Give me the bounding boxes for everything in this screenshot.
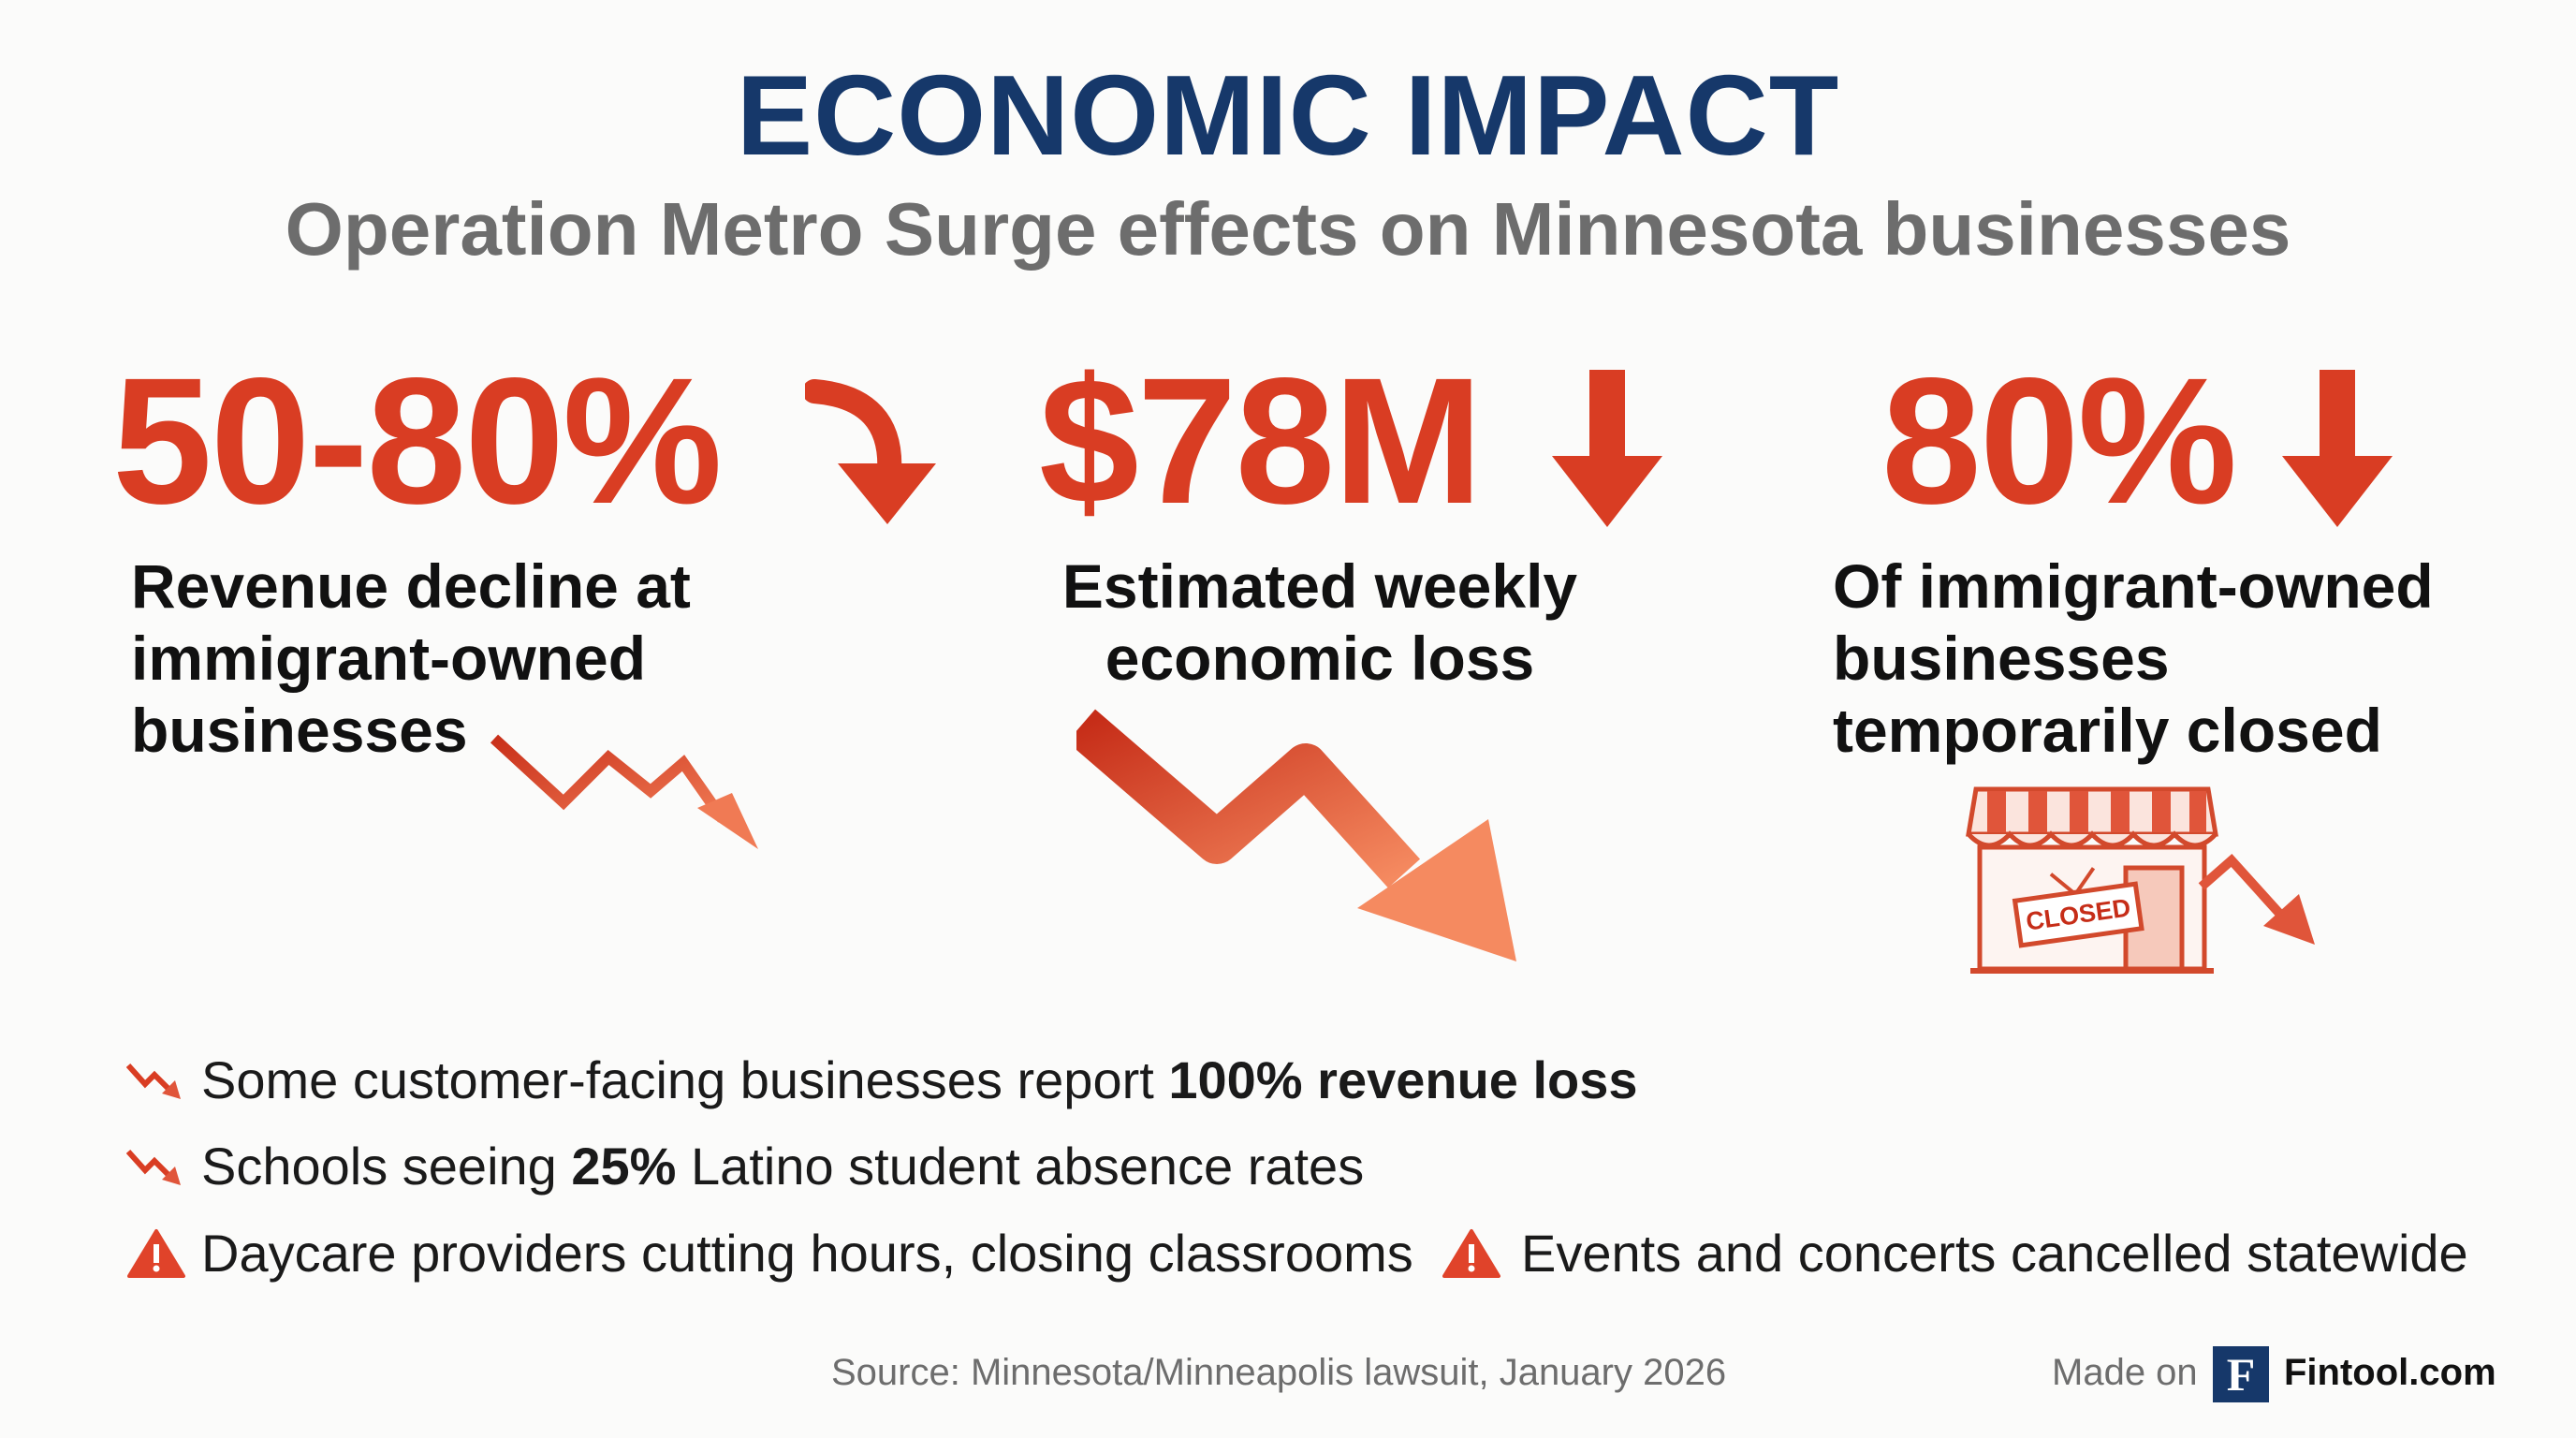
curved-down-arrow-icon [805,379,936,524]
fintool-logo-icon: F [2213,1346,2269,1402]
down-arrow-icon [1552,370,1662,527]
down-arrow-icon [2282,370,2393,527]
stat-value-closed-businesses: 80% [1881,340,2237,541]
stat-label-closed-businesses: Of immigrant-owned businesses temporaril… [1833,550,2507,767]
brand-name: Fintool.com [2284,1352,2496,1393]
page-title: ECONOMIC IMPACT [736,51,1840,179]
bullet-text: Events and concerts cancelled statewide [1521,1224,2468,1283]
bullet-text: Schools seeing 25% Latino student absenc… [201,1137,1365,1196]
label-line: temporarily closed [1833,696,2382,765]
stat-label-weekly-loss: Estimated weekly economic loss [992,550,1647,695]
label-line: businesses [131,696,468,765]
zigzag-down-arrow-icon [2198,853,2315,945]
bullet-text: Some customer-facing businesses report 1… [201,1050,1638,1109]
bullet-item: Some customer-facing businesses report 1… [126,1054,1638,1107]
warning-icon [1442,1229,1500,1278]
source-note: Source: Minnesota/Minneapolis lawsuit, J… [831,1352,1727,1393]
stat-value-revenue-decline: 50-80% [112,340,723,541]
warning-icon [127,1229,185,1278]
label-line: immigrant-owned [131,624,647,693]
label-line: Estimated weekly [1061,551,1578,621]
page-subtitle: Operation Metro Surge effects on Minneso… [285,187,2291,271]
label-line: Revenue decline at [131,551,691,621]
zigzag-down-arrow-icon [490,734,758,849]
stat-value-weekly-loss: $78M [1039,340,1483,541]
label-line: Of immigrant-owned [1833,551,2434,621]
bullet-item: Schools seeing 25% Latino student absenc… [126,1140,1364,1193]
trend-down-icon [126,1149,181,1185]
trend-down-icon [126,1063,181,1099]
label-line: economic loss [1105,624,1535,693]
large-down-trend-arrow-icon [1076,709,1516,961]
bullet-text: Daycare providers cutting hours, closing… [201,1224,1413,1283]
bullet-item: Events and concerts cancelled statewide [1442,1227,2468,1280]
bullet-item: Daycare providers cutting hours, closing… [126,1227,1413,1280]
label-line: businesses [1833,624,2170,693]
closed-store-icon: CLOSED [1966,786,2218,974]
made-on-label: Made on [2052,1352,2198,1393]
stat-label-revenue-decline: Revenue decline at immigrant-owned busin… [131,550,824,767]
